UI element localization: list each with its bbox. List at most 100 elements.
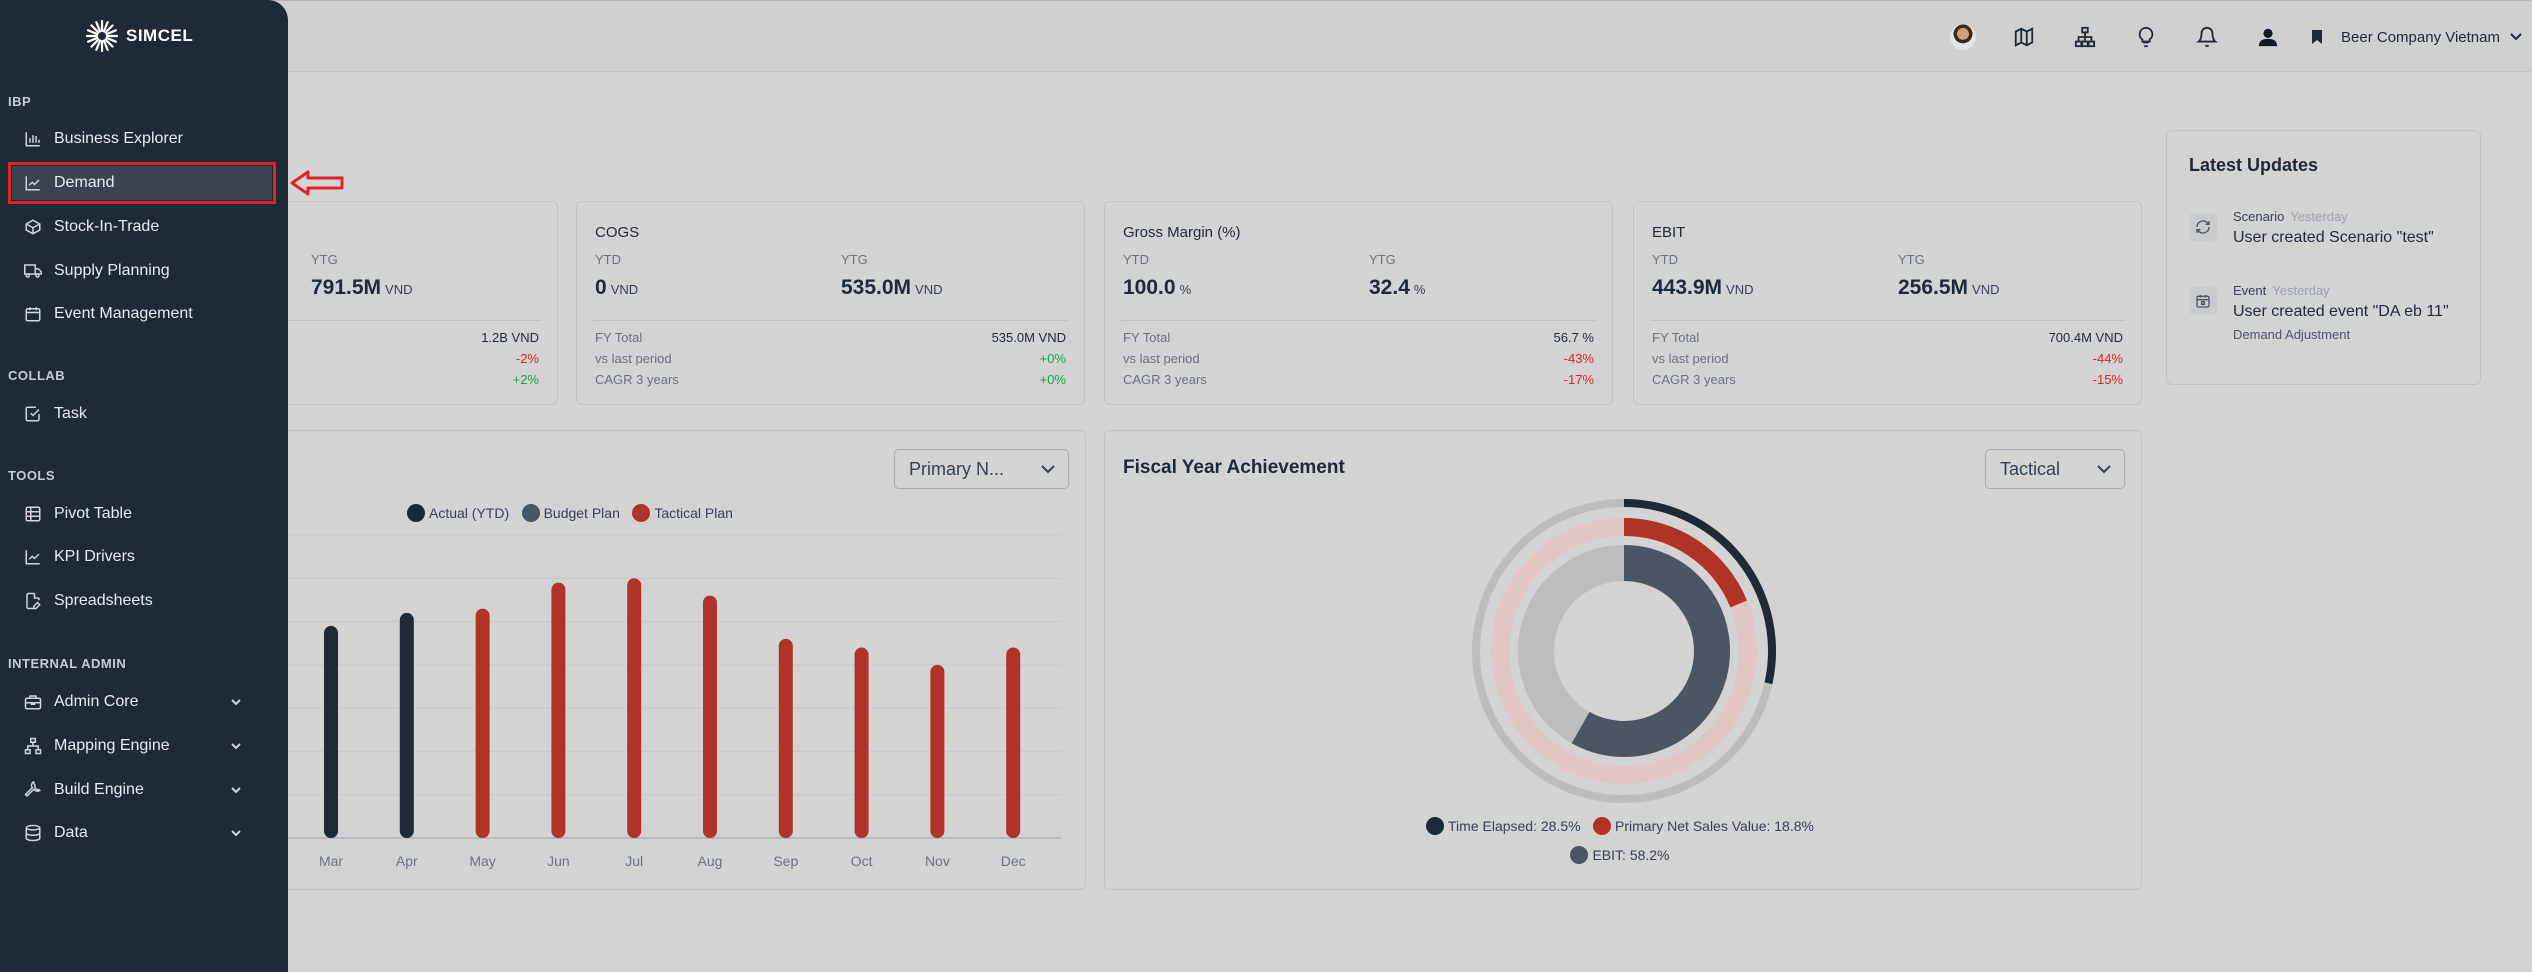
bar-tactical-plan [551,582,566,838]
bar-tactical-plan [703,595,717,838]
update-time: Yesterday [2272,283,2330,298]
vs-last-value: +0% [1039,351,1066,366]
company-name: Beer Company Vietnam [2341,28,2500,46]
sidebar-item-task[interactable]: Task [12,397,272,431]
map-icon[interactable] [2011,24,2037,50]
sidebar: SIMCEL IBP Business Explorer Demand Stoc… [0,0,288,972]
sidebar-item-label: Stock-In-Trade [54,218,160,235]
ytg-label: YTG [841,252,868,267]
fya-title: Fiscal Year Achievement [1123,457,1345,478]
vs-last-label: vs last period [1652,351,1729,366]
kpi-title: Gross Margin (%) [1123,224,1241,241]
sidebar-item-label: Task [54,405,87,422]
box-icon [25,219,41,235]
sidebar-item-label: Pivot Table [54,505,132,522]
section-ibp: IBP [8,94,32,109]
plan-select[interactable]: Tactical [1985,449,2125,489]
legend-time-elapsed[interactable]: Time Elapsed: 28.5% [1426,817,1581,835]
legend-ebit[interactable]: EBIT: 58.2% [1570,846,1670,864]
measure-select[interactable]: Primary N... [894,449,1069,489]
sidebar-item-admin-core[interactable]: Admin Core [12,685,272,719]
x-tick-label: Dec [1001,853,1026,869]
sidebar-item-build-engine[interactable]: Build Engine [12,773,272,807]
vs-last-value: -43% [1563,351,1594,366]
update-subtext: Demand Adjustment [2233,327,2351,342]
sidebar-item-supply-planning[interactable]: Supply Planning [12,254,272,288]
ring-arc-ebit [1571,545,1730,757]
sidebar-item-event-management[interactable]: Event Management [12,297,272,331]
vs-last-value: -44% [2092,351,2123,366]
x-tick-label: May [469,853,495,869]
chevron-down-icon [231,743,241,750]
sidebar-item-spreadsheets[interactable]: Spreadsheets [12,584,272,618]
sidebar-item-mapping-engine[interactable]: Mapping Engine [12,729,272,763]
database-icon [25,824,41,842]
section-tools: TOOLS [8,468,56,483]
sidebar-item-data[interactable]: Data [12,816,272,850]
kpi-card-gross-margin: Gross Margin (%) YTD 100.0% YTG 32.4% FY… [1104,201,1613,405]
bell-icon[interactable] [2194,24,2220,50]
x-tick-label: Apr [396,853,418,869]
bar-actual-ytd- [399,612,414,838]
legend-tactical[interactable]: Tactical Plan [632,504,733,522]
kpi-card-cogs: COGS YTD 0 VND YTG 535.0M VND FY Total vs … [576,201,1085,405]
account-icon[interactable] [2255,24,2281,50]
ytg-value: 535.0M VND [841,276,943,299]
calendar-icon [25,307,41,322]
bar-tactical-plan [930,664,945,838]
measure-select-value: Primary N... [909,458,1005,479]
vs-last-value: -2% [515,351,539,366]
x-tick-label: Nov [925,853,950,869]
fiscal-year-card: Fiscal Year Achievement Tactical Time El… [1104,430,2142,890]
kpi-card-ebit: EBIT YTD 443.9M VND YTG 256.5M VND FY Tota… [1633,201,2142,405]
chevron-down-icon [231,830,241,837]
checkbox-icon [25,406,40,422]
legend-actual[interactable]: Actual (YTD) [407,504,509,522]
fy-total-label: FY Total [1123,330,1171,345]
sidebar-item-label: Mapping Engine [54,737,170,754]
fy-total-value: 700.4M VND [2048,330,2123,345]
fy-total-value: 535.0M VND [991,330,1066,345]
ytd-value: 100.0% [1123,276,1192,299]
ytg-value: 791.5M VND [311,276,413,299]
fya-legend: Time Elapsed: 28.5% Primary Net Sales Va… [1105,817,2143,869]
sidebar-item-business-explorer[interactable]: Business Explorer [12,122,272,156]
fy-total-value: 1.2B VND [481,330,539,345]
sidebar-item-pivot-table[interactable]: Pivot Table [12,497,272,531]
ring-arc-primary-nsv [1623,518,1748,608]
x-tick-label: Jul [625,853,643,869]
ytg-value: 32.4% [1369,276,1426,299]
vs-last-label: vs last period [595,351,672,366]
kpi-card-partial: YTG 791.5M VND 1.2B VND -2% +2% [270,201,558,405]
user-avatar-photo[interactable] [1950,24,1977,50]
ytd-label: YTD [1652,252,1678,267]
sidebar-item-stock-in-trade[interactable]: Stock-In-Trade [12,210,272,244]
update-text: User created event "DA eb 11" [2233,303,2449,320]
update-type: Scenario [2233,209,2285,224]
sidebar-item-kpi-drivers[interactable]: KPI Drivers [12,540,272,574]
radial-chart [1472,499,1776,803]
ytg-label: YTG [1369,252,1396,267]
bookmark-icon [2312,30,2323,44]
bar-chart-icon [25,132,40,147]
chart-legend: Actual (YTD) Budget Plan Tactical Plan [407,504,741,527]
sidebar-item-demand[interactable]: Demand [12,166,272,200]
top-bar-actions: Beer Company Vietnam [1915,1,2522,73]
refresh-icon [2189,213,2217,241]
sun-logo-icon [85,19,119,53]
sidebar-item-label: KPI Drivers [54,548,135,565]
company-switcher[interactable]: Beer Company Vietnam [2311,29,2522,46]
vs-last-label: vs last period [1123,351,1200,366]
bar-tactical-plan [778,638,793,838]
update-type: Event [2233,283,2267,298]
legend-primary-nsv[interactable]: Primary Net Sales Value: 18.8% [1593,817,1814,835]
brand-logo[interactable]: SIMCEL [84,18,193,54]
bar-tactical-plan [854,647,869,838]
hierarchy-icon[interactable] [2072,24,2098,50]
sidebar-item-label: Event Management [54,305,193,322]
lightbulb-icon[interactable] [2133,24,2159,50]
x-tick-label: Oct [851,853,873,869]
sidebar-item-label: Admin Core [54,693,139,710]
legend-budget[interactable]: Budget Plan [521,504,620,522]
ytd-value: 0 VND [595,276,639,299]
